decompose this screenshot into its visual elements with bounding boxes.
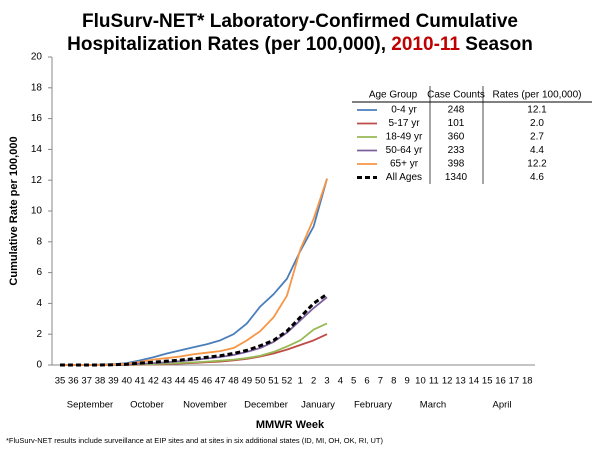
rate: 4.4 (530, 145, 544, 156)
x-tick-label: 44 (175, 376, 186, 387)
title-season: 2010-11 (391, 34, 460, 55)
case-count: 233 (448, 145, 465, 156)
case-count: 248 (448, 105, 465, 116)
legend-label: 65+ yr (390, 159, 419, 170)
x-tick-label: 13 (455, 376, 466, 387)
month-label: October (130, 400, 164, 411)
case-count: 360 (448, 132, 465, 143)
rate: 2.0 (530, 118, 544, 129)
y-tick-label: 6 (36, 267, 42, 278)
x-tick-label: 9 (404, 376, 409, 387)
series-line (60, 178, 328, 366)
y-tick-label: 16 (31, 113, 43, 124)
y-tick-label: 12 (31, 175, 43, 186)
x-tick-label: 14 (469, 376, 480, 387)
legend-label: 50-64 yr (386, 145, 423, 156)
x-tick-label: 10 (415, 376, 426, 387)
x-tick-label: 41 (135, 376, 146, 387)
month-label: December (244, 400, 288, 411)
x-tick-label: 35 (55, 376, 66, 387)
x-tick-label: 36 (68, 376, 79, 387)
case-count: 101 (448, 118, 465, 129)
month-label: March (420, 400, 446, 411)
legend-label: 5-17 yr (388, 118, 420, 129)
rate: 12.2 (527, 159, 547, 170)
x-tick-label: 4 (338, 376, 343, 387)
x-tick-label: 43 (162, 376, 173, 387)
x-tick-label: 7 (378, 376, 383, 387)
x-tick-label: 15 (482, 376, 493, 387)
x-tick-label: 6 (364, 376, 369, 387)
x-tick-label: 48 (228, 376, 239, 387)
x-tick-label: 12 (442, 376, 453, 387)
y-tick-label: 18 (31, 82, 43, 93)
x-tick-label: 40 (121, 376, 132, 387)
x-tick-label: 17 (509, 376, 520, 387)
legend-header: Rates (per 100,000) (493, 90, 582, 101)
series-line (60, 178, 328, 366)
x-tick-label: 46 (202, 376, 213, 387)
month-label: January (301, 400, 335, 411)
case-count: 398 (448, 159, 465, 170)
x-tick-label: 52 (282, 376, 293, 387)
chart-title: FluSurv-NET* Laboratory-Confirmed Cumula… (82, 11, 518, 32)
y-tick-label: 20 (31, 52, 43, 63)
x-tick-label: 3 (324, 376, 329, 387)
y-tick-label: 2 (36, 329, 42, 340)
legend-header: Case Counts (427, 90, 485, 101)
series-line (60, 292, 328, 367)
x-tick-label: 50 (255, 376, 266, 387)
legend-label: 18-49 yr (386, 132, 423, 143)
legend-label: All Ages (386, 172, 422, 183)
x-tick-label: 45 (188, 376, 199, 387)
x-tick-label: 5 (351, 376, 356, 387)
rate: 4.6 (530, 172, 544, 183)
y-axis-label: Cumulative Rate per 100,000 (8, 136, 20, 285)
y-tick-label: 0 (36, 360, 42, 371)
x-tick-label: 42 (148, 376, 159, 387)
x-tick-label: 47 (215, 376, 226, 387)
y-tick-label: 10 (31, 206, 43, 217)
x-tick-label: 49 (242, 376, 253, 387)
legend-label: 0-4 yr (391, 105, 417, 116)
title-text: Season (465, 34, 533, 55)
x-tick-label: 18 (522, 376, 533, 387)
x-tick-label: 11 (429, 376, 439, 387)
month-label: April (492, 400, 511, 411)
x-tick-label: 8 (391, 376, 396, 387)
chart-title: Hospitalization Rates (per 100,000), 201… (67, 34, 533, 55)
y-tick-label: 4 (36, 298, 42, 309)
y-tick-label: 8 (36, 236, 42, 247)
month-label: November (183, 400, 227, 411)
rate: 12.1 (527, 105, 547, 116)
footnote: *FluSurv-NET results include surveillanc… (6, 436, 383, 445)
x-tick-label: 51 (268, 376, 279, 387)
rate: 2.7 (530, 132, 544, 143)
x-tick-label: 1 (298, 376, 303, 387)
title-text: Hospitalization Rates (per 100,000), (67, 34, 386, 55)
x-tick-label: 39 (108, 376, 119, 387)
legend-header: Age Group (369, 90, 418, 101)
x-tick-label: 38 (95, 376, 106, 387)
x-tick-label: 16 (495, 376, 506, 387)
month-label: September (67, 400, 113, 411)
case-count: 1340 (445, 172, 468, 183)
x-axis-label: MMWR Week (256, 419, 325, 431)
month-label: February (354, 400, 392, 411)
x-tick-label: 2 (311, 376, 316, 387)
y-tick-label: 14 (31, 144, 43, 155)
x-tick-label: 37 (81, 376, 92, 387)
